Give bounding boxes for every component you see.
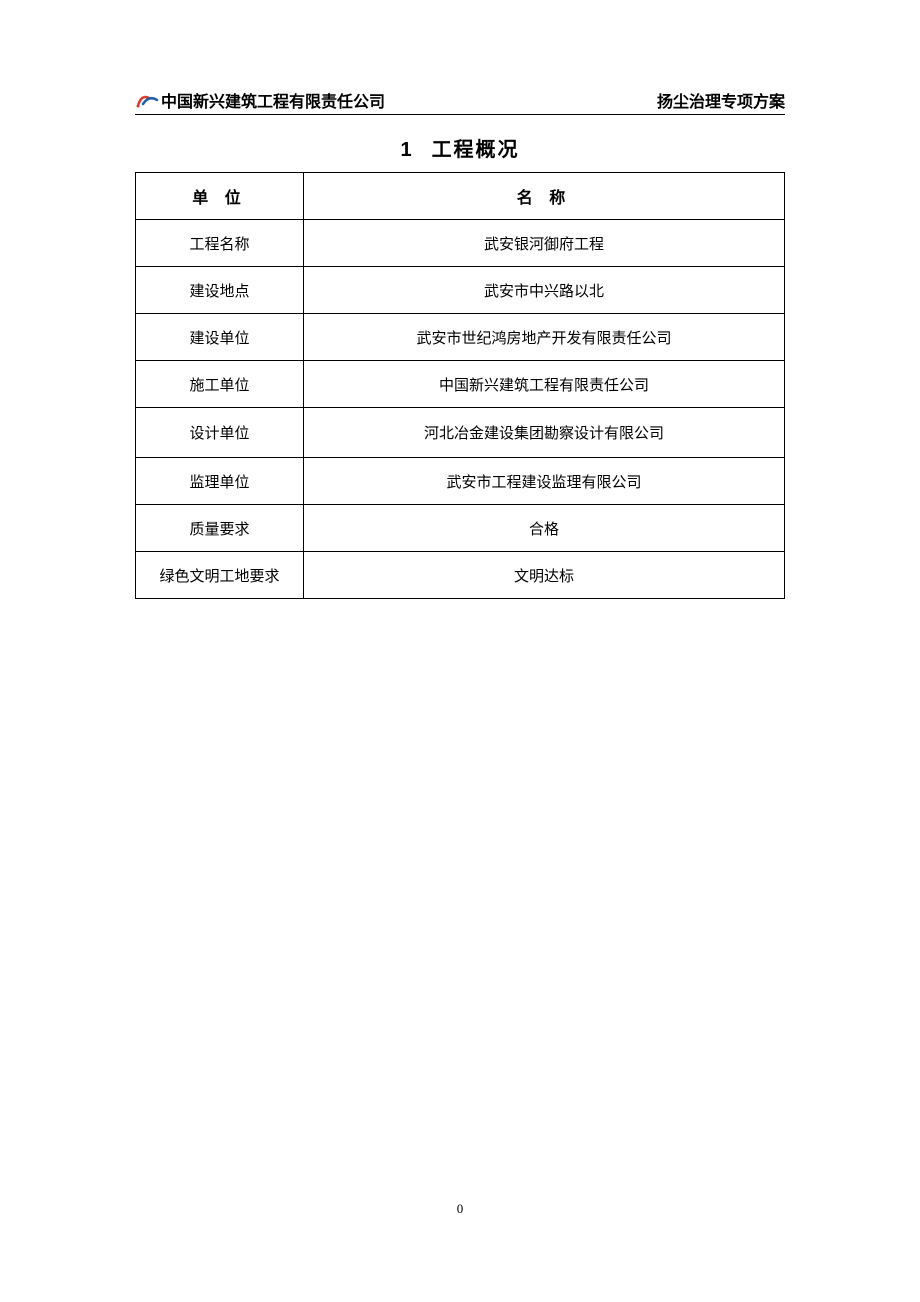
- table-row: 监理单位 武安市工程建设监理有限公司: [136, 458, 785, 505]
- row-label: 工程名称: [136, 220, 304, 267]
- table-row: 工程名称 武安银河御府工程: [136, 220, 785, 267]
- project-info-table: 单 位 名 称 工程名称 武安银河御府工程 建设地点 武安市中兴路以北 建设单位…: [135, 172, 785, 599]
- table-row: 设计单位 河北冶金建设集团勘察设计有限公司: [136, 408, 785, 458]
- table-header-name: 名 称: [304, 173, 785, 220]
- row-value: 合格: [304, 505, 785, 552]
- table-header-unit: 单 位: [136, 173, 304, 220]
- row-label: 绿色文明工地要求: [136, 552, 304, 599]
- row-value: 武安市世纪鸿房地产开发有限责任公司: [304, 314, 785, 361]
- row-value: 武安市中兴路以北: [304, 267, 785, 314]
- row-label: 施工单位: [136, 361, 304, 408]
- row-label: 建设地点: [136, 267, 304, 314]
- row-value: 中国新兴建筑工程有限责任公司: [304, 361, 785, 408]
- section-title: 1 工程概况: [135, 133, 785, 162]
- page-number: 0: [0, 1201, 920, 1217]
- row-label: 质量要求: [136, 505, 304, 552]
- table-row: 质量要求 合格: [136, 505, 785, 552]
- document-title: 扬尘治理专项方案: [657, 88, 785, 112]
- header-left: 中国新兴建筑工程有限责任公司: [135, 88, 385, 112]
- row-label: 设计单位: [136, 408, 304, 458]
- table-row: 绿色文明工地要求 文明达标: [136, 552, 785, 599]
- row-label: 监理单位: [136, 458, 304, 505]
- company-logo-icon: [135, 92, 159, 108]
- page-header: 中国新兴建筑工程有限责任公司 扬尘治理专项方案: [135, 88, 785, 115]
- table-row: 建设单位 武安市世纪鸿房地产开发有限责任公司: [136, 314, 785, 361]
- row-value: 文明达标: [304, 552, 785, 599]
- company-name: 中国新兴建筑工程有限责任公司: [161, 88, 385, 112]
- section-number: 1: [400, 139, 413, 161]
- table-row: 建设地点 武安市中兴路以北: [136, 267, 785, 314]
- row-value: 武安银河御府工程: [304, 220, 785, 267]
- row-value: 河北冶金建设集团勘察设计有限公司: [304, 408, 785, 458]
- row-label: 建设单位: [136, 314, 304, 361]
- table-header-row: 单 位 名 称: [136, 173, 785, 220]
- document-page: 中国新兴建筑工程有限责任公司 扬尘治理专项方案 1 工程概况 单 位 名 称 工程…: [0, 0, 920, 599]
- row-value: 武安市工程建设监理有限公司: [304, 458, 785, 505]
- section-name: 工程概况: [432, 139, 520, 161]
- table-row: 施工单位 中国新兴建筑工程有限责任公司: [136, 361, 785, 408]
